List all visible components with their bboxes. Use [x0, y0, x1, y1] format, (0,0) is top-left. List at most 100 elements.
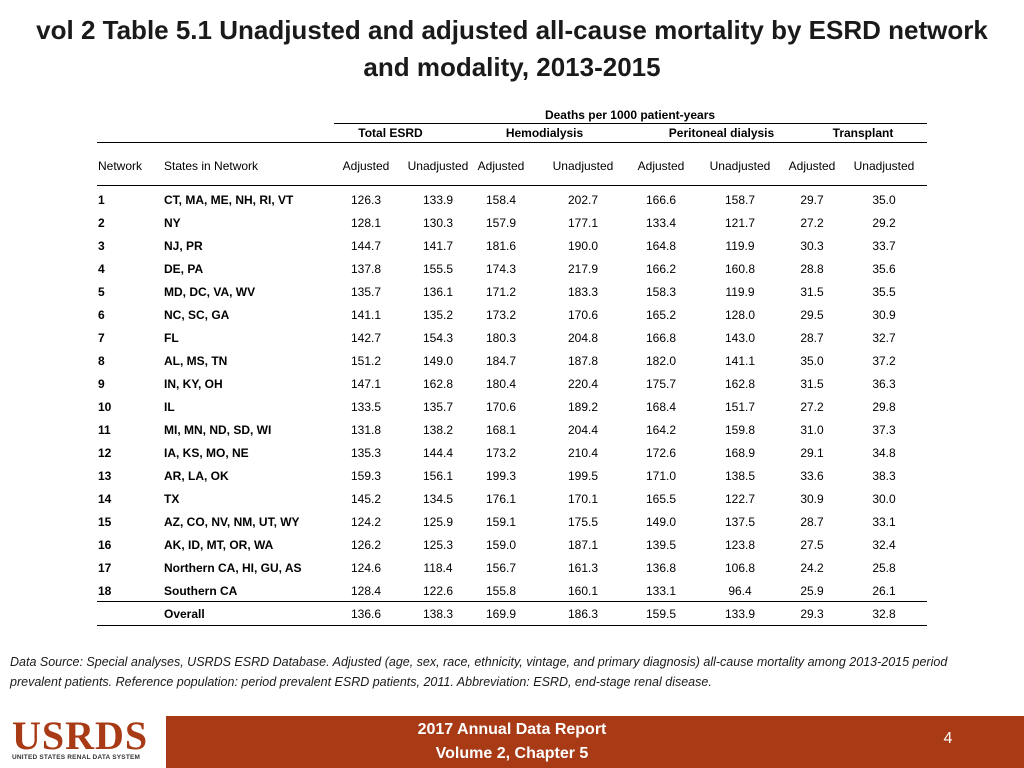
rate-cell: 210.4 [567, 446, 599, 460]
network-number: 3 [98, 239, 105, 253]
overall-cell: 169.9 [485, 607, 517, 621]
rate-cell: 190.0 [567, 239, 599, 253]
rate-cell: 124.6 [350, 561, 382, 575]
table-row: 14 TX 145.2 134.5 176.1 170.1 165.5 122.7 30.9 30… [97, 488, 927, 510]
column-header: Network States in Network Adjusted Unadjust… [97, 155, 927, 177]
rate-cell: 33.6 [800, 469, 824, 483]
column-header-cell: Unadjusted [853, 159, 915, 173]
rate-cell: 30.9 [800, 492, 824, 506]
states-in-network: AK, ID, MT, OR, WA [164, 538, 274, 552]
rate-cell: 183.3 [567, 285, 599, 299]
network-number: 8 [98, 354, 105, 368]
table-bottom-rule [97, 625, 927, 626]
network-number: 14 [98, 492, 112, 506]
rate-cell: 138.2 [422, 423, 454, 437]
rate-cell: 122.7 [724, 492, 756, 506]
rate-cell: 128.4 [350, 584, 382, 598]
rate-cell: 141.7 [422, 239, 454, 253]
rate-cell: 180.4 [485, 377, 517, 391]
rate-cell: 168.1 [485, 423, 517, 437]
table-row: 11 MI, MN, ND, SD, WI 131.8 138.2 168.1 204.4… [97, 419, 927, 441]
rate-cell: 35.5 [872, 285, 896, 299]
rate-cell: 31.0 [800, 423, 824, 437]
rate-cell: 32.4 [872, 538, 896, 552]
rate-cell: 96.4 [728, 584, 752, 598]
rate-cell: 184.7 [485, 354, 517, 368]
rate-cell: 166.2 [645, 262, 677, 276]
report-line-2: Volume 2, Chapter 5 [435, 745, 589, 762]
rate-cell: 27.5 [800, 538, 824, 552]
rate-cell: 135.2 [422, 308, 454, 322]
rate-cell: 155.8 [485, 584, 517, 598]
table-row: 2 NY 128.1 130.3 157.9 177.1 133.4 121.7 27.2 29.… [97, 212, 927, 234]
rate-cell: 144.7 [350, 239, 382, 253]
table-row: 6 NC, SC, GA 141.1 135.2 173.2 170.6 165.2 128.… [97, 304, 927, 326]
table-row: 18 Southern CA 128.4 122.6 155.8 160.1 133.1 96… [97, 580, 927, 602]
super-header: Deaths per 1000 patient-years [544, 108, 716, 122]
rate-cell: 156.1 [422, 469, 454, 483]
rate-cell: 165.2 [645, 308, 677, 322]
states-in-network: MI, MN, ND, SD, WI [164, 423, 272, 437]
column-header-rule [97, 185, 927, 186]
rate-cell: 176.1 [485, 492, 517, 506]
table-row: 13 AR, LA, OK 159.3 156.1 199.3 199.5 171.0 138… [97, 465, 927, 487]
rate-cell: 171.2 [485, 285, 517, 299]
network-number: 7 [98, 331, 105, 345]
network-number: 5 [98, 285, 105, 299]
states-in-network: Northern CA, HI, GU, AS [164, 561, 302, 575]
rate-cell: 126.2 [350, 538, 382, 552]
rate-cell: 128.0 [724, 308, 756, 322]
usrds-logo-subtitle: UNITED STATES RENAL DATA SYSTEM [12, 754, 141, 761]
rate-cell: 160.1 [567, 584, 599, 598]
rate-cell: 154.3 [422, 331, 454, 345]
rate-cell: 36.3 [872, 377, 896, 391]
rate-cell: 35.0 [872, 193, 896, 207]
states-in-network: Southern CA [164, 584, 238, 598]
rate-cell: 29.8 [872, 400, 896, 414]
overall-cell: 133.9 [724, 607, 756, 621]
rate-cell: 31.5 [800, 285, 824, 299]
rate-cell: 122.6 [422, 584, 454, 598]
table-row: 7 FL 142.7 154.3 180.3 204.8 166.8 143.0 28.7 32.… [97, 327, 927, 349]
rate-cell: 168.9 [724, 446, 756, 460]
rate-cell: 131.8 [350, 423, 382, 437]
column-header-cell: Network [98, 159, 143, 173]
column-header-cell: Adjusted [788, 159, 836, 173]
rate-cell: 159.8 [724, 423, 756, 437]
page-title: vol 2 Table 5.1 Unadjusted and adjusted … [36, 15, 988, 82]
rate-cell: 175.7 [645, 377, 677, 391]
rate-cell: 189.2 [567, 400, 599, 414]
rate-cell: 27.2 [800, 400, 824, 414]
network-number: 9 [98, 377, 105, 391]
rate-cell: 173.2 [485, 446, 517, 460]
overall-cell: 32.8 [872, 607, 896, 621]
rate-cell: 30.3 [800, 239, 824, 253]
rate-cell: 157.9 [485, 216, 517, 230]
rate-cell: 199.5 [567, 469, 599, 483]
network-number: 13 [98, 469, 112, 483]
rate-cell: 135.3 [350, 446, 382, 460]
rate-cell: 133.1 [645, 584, 677, 598]
overall-cell: 159.5 [645, 607, 677, 621]
rate-cell: 106.8 [724, 561, 756, 575]
table-row: 12 IA, KS, MO, NE 135.3 144.4 173.2 210.4 172.… [97, 442, 927, 464]
rate-cell: 142.7 [350, 331, 382, 345]
rate-cell: 35.0 [800, 354, 824, 368]
column-header-cell: Unadjusted [407, 159, 469, 173]
rate-cell: 134.5 [422, 492, 454, 506]
rate-cell: 145.2 [350, 492, 382, 506]
rate-cell: 137.5 [724, 515, 756, 529]
rate-cell: 128.1 [350, 216, 382, 230]
rate-cell: 151.2 [350, 354, 382, 368]
rate-cell: 166.6 [645, 193, 677, 207]
rate-cell: 149.0 [422, 354, 454, 368]
rate-cell: 141.1 [724, 354, 756, 368]
table-row: 5 MD, DC, VA, WV 135.7 136.1 171.2 183.3 158.3… [97, 281, 927, 303]
rate-cell: 168.4 [645, 400, 677, 414]
rate-cell: 143.0 [724, 331, 756, 345]
states-in-network: CT, MA, ME, NH, RI, VT [164, 193, 294, 207]
overall-cell: 186.3 [567, 607, 599, 621]
rate-cell: 121.7 [724, 216, 756, 230]
network-number: 2 [98, 216, 105, 230]
rate-cell: 139.5 [645, 538, 677, 552]
